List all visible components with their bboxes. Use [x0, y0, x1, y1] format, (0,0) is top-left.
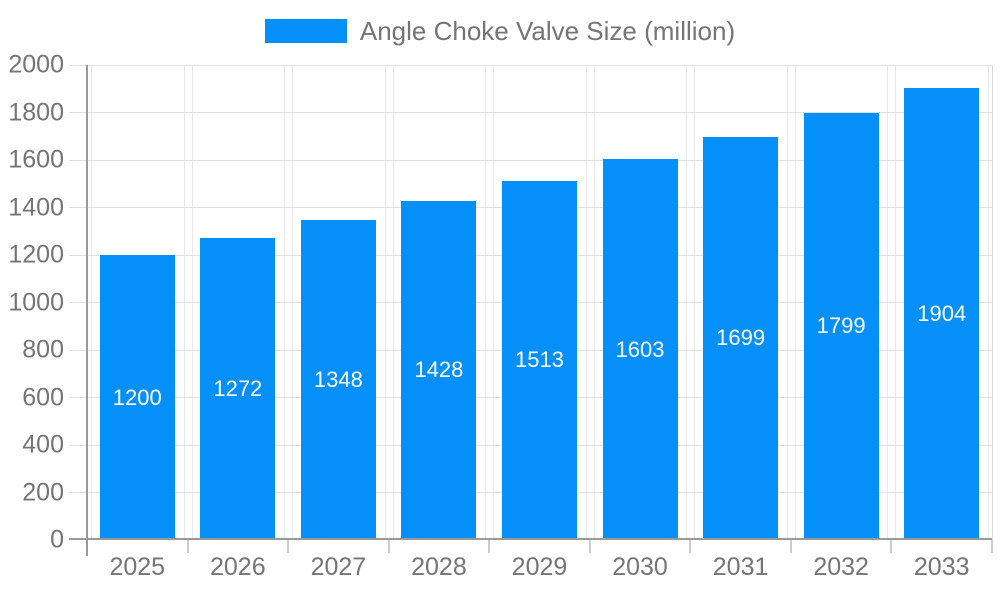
x-axis-tick: [588, 540, 591, 553]
x-axis-tick-label: 2032: [813, 553, 869, 581]
y-axis-tick-label: 200: [22, 478, 64, 506]
legend: Angle Choke Valve Size (million): [0, 17, 1000, 45]
legend-label: Angle Choke Valve Size (million): [359, 16, 736, 46]
y-axis-tick-label: 0: [50, 525, 64, 554]
y-axis-tick-label: 1600: [8, 145, 64, 174]
bar-value-label: 1904: [917, 300, 967, 326]
x-axis-tick: [387, 540, 390, 553]
gridline: [69, 112, 992, 113]
bar[interactable]: 1428: [401, 200, 477, 540]
x-axis-tick-label: 2031: [712, 553, 769, 581]
x-axis-tick: [789, 540, 792, 553]
x-axis-tick: [488, 540, 491, 553]
x-axis-tick-label: 2029: [511, 553, 568, 581]
x-axis-tick-label: 2033: [913, 553, 970, 581]
x-axis-tick: [287, 540, 290, 553]
y-axis-tick-label: 600: [22, 383, 64, 411]
x-axis-tick-label: 2026: [210, 553, 266, 581]
x-axis-tick: [689, 540, 692, 553]
x-axis-tick-label: 2028: [411, 553, 467, 581]
x-axis-tick: [890, 540, 893, 553]
bar[interactable]: 1699: [703, 136, 779, 540]
bar[interactable]: 1603: [602, 159, 678, 540]
y-axis-tick-label: 1800: [8, 98, 64, 126]
bar-value-label: 1799: [816, 313, 866, 339]
x-axis-tick-label: 2025: [109, 553, 166, 581]
y-axis-tick-label: 2000: [8, 50, 64, 79]
gridline: [69, 64, 992, 66]
bar-value-label: 1200: [112, 384, 162, 410]
bar-value-label: 1348: [313, 366, 363, 392]
bar[interactable]: 1200: [99, 255, 175, 540]
y-axis-tick-label: 400: [22, 430, 64, 459]
bar-value-label: 1699: [716, 325, 766, 351]
y-axis-tick-label: 1000: [8, 288, 64, 316]
legend-swatch: [264, 19, 347, 43]
bar[interactable]: 1904: [904, 87, 980, 540]
legend-item[interactable]: Angle Choke Valve Size (million): [264, 16, 736, 46]
x-axis-tick: [991, 540, 993, 553]
y-axis-tick-label: 800: [22, 335, 64, 364]
bar[interactable]: 1272: [200, 237, 276, 540]
x-axis-line: [69, 538, 992, 540]
bar[interactable]: 1348: [300, 219, 376, 540]
y-axis-line: [86, 65, 88, 556]
bar[interactable]: 1513: [502, 180, 577, 540]
plot-area: 1200 1272 1348 1428 1513 1603 1699 1799 1904: [69, 64, 993, 556]
bar[interactable]: 1799: [803, 112, 879, 540]
x-axis-tick-label: 2027: [310, 553, 367, 581]
bar-value-label: 1513: [515, 347, 564, 373]
y-axis-tick-label: 1400: [8, 193, 64, 221]
gridline: [69, 159, 992, 161]
x-axis-tick: [186, 540, 189, 553]
bar-value-label: 1603: [615, 336, 665, 362]
bar-value-label: 1428: [414, 357, 464, 383]
x-axis-tick-label: 2030: [612, 553, 668, 581]
y-axis-tick-label: 1200: [8, 240, 64, 269]
bar-value-label: 1272: [213, 375, 263, 401]
